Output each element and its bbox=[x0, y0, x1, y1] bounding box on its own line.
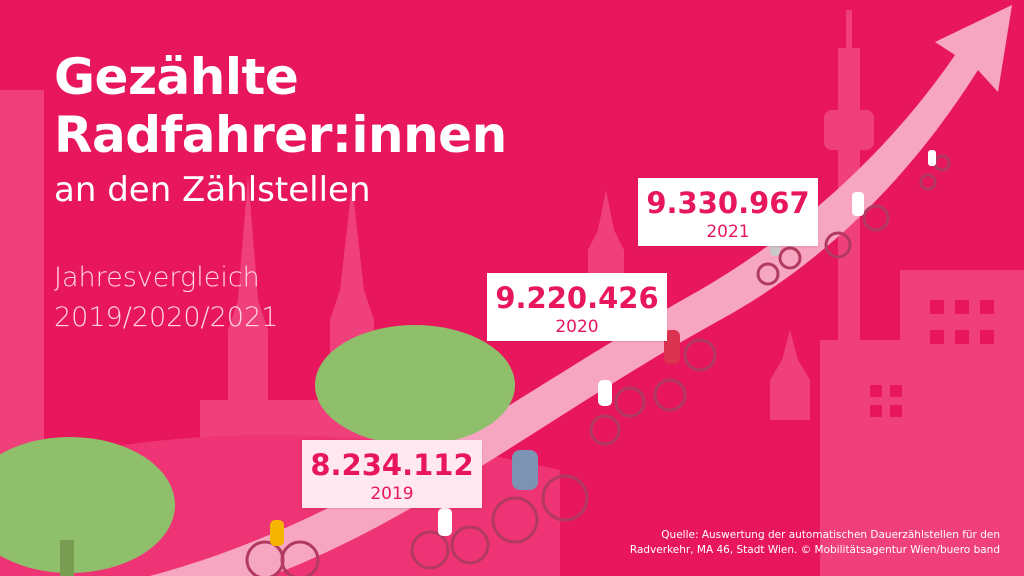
tower-deck bbox=[824, 110, 874, 150]
source-line-1: Quelle: Auswertung der automatischen Dau… bbox=[661, 529, 1000, 541]
category-label-2019: 2019 bbox=[370, 484, 414, 504]
source-note: Quelle: Auswertung der automatischen Dau… bbox=[580, 528, 1000, 558]
tree-left bbox=[0, 437, 175, 573]
comparison-line-1: Jahresvergleich bbox=[54, 262, 260, 293]
value-label-2021: 9.330.967 bbox=[646, 186, 810, 220]
cyclists bbox=[245, 154, 951, 576]
category-label-2020: 2020 bbox=[555, 317, 599, 337]
tree-right bbox=[315, 325, 515, 445]
title-block: Gezählte Radfahrer:innen an den Zählstel… bbox=[54, 48, 507, 212]
comparison-line-2: 2019/2020/2021 bbox=[54, 302, 279, 333]
small-spire bbox=[770, 330, 810, 420]
building-windows bbox=[870, 300, 994, 417]
chart-title-line-1: Gezählte bbox=[54, 48, 299, 106]
chart-title-line-2: Radfahrer:innen bbox=[54, 106, 507, 164]
value-label-2020: 9.220.426 bbox=[495, 281, 659, 315]
trees bbox=[0, 325, 515, 576]
chart-subtitle: an den Zählstellen bbox=[54, 170, 371, 210]
source-line-2: Radverkehr, MA 46, Stadt Wien. © Mobilit… bbox=[629, 544, 1000, 556]
tower-shaft-top bbox=[838, 48, 860, 128]
cathedral-spire-left bbox=[228, 175, 268, 460]
year-comparison: Jahresvergleich 2019/2020/2021 bbox=[54, 258, 278, 338]
category-label-2021: 2021 bbox=[706, 222, 750, 242]
data-label-2019: 8.234.112 2019 bbox=[302, 440, 482, 508]
data-label-2021: 9.330.967 2021 bbox=[638, 178, 818, 246]
value-label-2019: 8.234.112 bbox=[310, 448, 474, 482]
right-building-2 bbox=[820, 340, 940, 576]
tree-trunk bbox=[60, 540, 74, 576]
data-label-2020: 9.220.426 2020 bbox=[487, 273, 667, 341]
tower-antenna bbox=[846, 10, 852, 50]
